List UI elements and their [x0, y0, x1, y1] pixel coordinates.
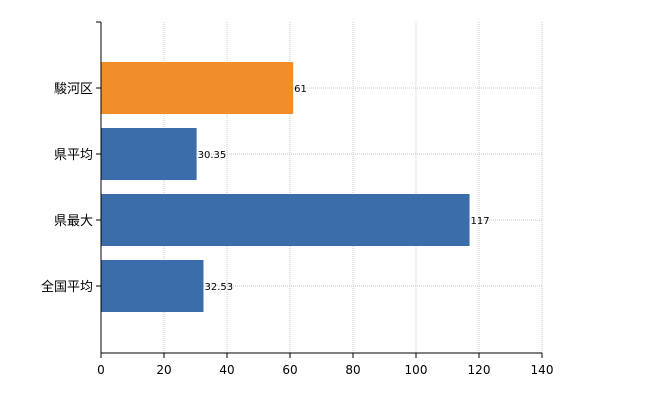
data-label: 32.53 [204, 282, 233, 293]
x-tick-label: 60 [282, 363, 297, 377]
x-tick-label: 100 [405, 363, 428, 377]
bar [101, 194, 470, 246]
bar-layer [101, 62, 470, 312]
category-label: 全国平均 [41, 279, 93, 295]
data-label: 30.35 [198, 150, 227, 161]
bar [101, 128, 197, 180]
axis-layer [96, 21, 543, 358]
x-tick-label: 80 [345, 363, 360, 377]
category-label: 県最大 [54, 214, 93, 229]
x-tick-label: 40 [219, 363, 234, 377]
bar [101, 260, 204, 312]
x-tick-label: 0 [97, 363, 105, 377]
category-label: 駿河区 [54, 82, 93, 97]
x-tick-label: 140 [531, 363, 554, 377]
bar [101, 62, 294, 114]
x-tick-label: 120 [468, 363, 491, 377]
category-label: 県平均 [54, 148, 93, 163]
data-label: 61 [294, 84, 307, 95]
data-label: 117 [471, 216, 490, 227]
x-tick-label: 20 [156, 363, 171, 377]
